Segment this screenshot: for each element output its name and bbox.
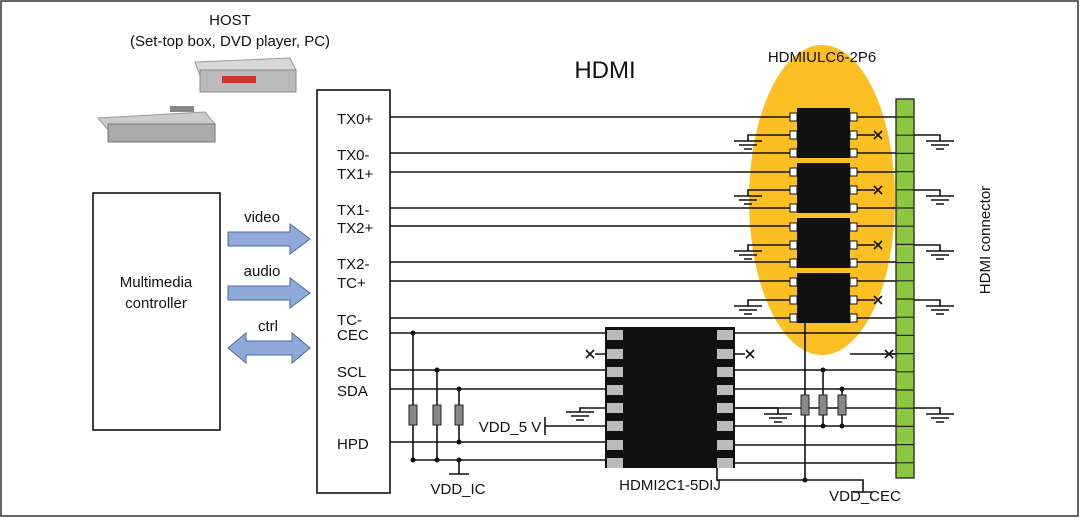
ground-icon <box>926 413 954 423</box>
vdd-cec-label: VDD_CEC <box>829 488 901 505</box>
hdmi-connector-label: HDMI connector <box>977 186 994 294</box>
vdd-ic-label: VDD_IC <box>430 481 485 498</box>
ctrl-label: ctrl <box>258 318 278 335</box>
pullup-resistor <box>837 394 847 416</box>
pullup-resistor <box>432 404 442 426</box>
chip-pin <box>717 421 733 431</box>
host-title: HOST <box>209 12 251 29</box>
ground-icon <box>566 411 594 421</box>
no-connect-icon <box>873 295 883 305</box>
hdmi-connector <box>895 98 915 479</box>
chip-pin <box>607 458 623 468</box>
vdd-5v-label: VDD_5 V <box>479 419 542 436</box>
esd-chip <box>797 218 850 268</box>
ground-icon <box>926 250 954 260</box>
no-connect-icon <box>873 240 883 250</box>
signal-label: TX0- <box>337 147 370 164</box>
host-subtitle: (Set-top box, DVD player, PC) <box>130 33 330 50</box>
controller-label-2: controller <box>125 295 187 312</box>
chip-pin <box>717 385 733 395</box>
esd-chip <box>797 163 850 213</box>
no-connect-icon <box>884 349 894 359</box>
signal-label: TX2+ <box>337 220 374 237</box>
chip-pin <box>607 330 623 340</box>
chip-pin <box>717 440 733 450</box>
chip-pin <box>607 421 623 431</box>
ground-icon <box>734 250 762 260</box>
signal-label: TC+ <box>337 275 366 292</box>
signal-label: TX2- <box>337 256 370 273</box>
multimedia-controller-box <box>92 192 221 431</box>
hdmi-label: HDMI <box>574 57 635 84</box>
no-connect-icon <box>745 349 755 359</box>
ground-icon <box>926 305 954 315</box>
ctrl-arrow <box>227 331 311 365</box>
pullup-resistor <box>800 394 810 416</box>
no-connect-icon <box>873 130 883 140</box>
ground-icon <box>926 195 954 205</box>
ground-icon <box>764 413 792 423</box>
chip-pin <box>717 403 733 413</box>
esd-array-label: HDMIULC6-2P6 <box>768 49 876 66</box>
signal-label: TX0+ <box>337 111 374 128</box>
chip-pin <box>607 385 623 395</box>
signal-label: TX1- <box>337 202 370 219</box>
pullup-resistor <box>818 394 828 416</box>
signal-label: SCL <box>337 364 366 381</box>
chip-pin <box>607 367 623 377</box>
controller-label-1: Multimedia <box>120 274 193 291</box>
chip-pin <box>607 403 623 413</box>
audio-arrow <box>227 277 311 309</box>
chip-pin <box>717 458 733 468</box>
ground-icon <box>734 140 762 150</box>
hdmi2c1-label: HDMI2C1-5DIJ <box>619 477 721 494</box>
audio-label: audio <box>244 263 281 280</box>
chip-pin <box>717 330 733 340</box>
host-interface-box <box>316 89 391 494</box>
chip-pin <box>717 367 733 377</box>
esd-chip <box>797 273 850 323</box>
no-connect-icon <box>873 185 883 195</box>
signal-label: TC- <box>337 312 362 329</box>
pullup-resistor <box>408 404 418 426</box>
no-connect-icon <box>585 349 595 359</box>
ground-icon <box>926 140 954 150</box>
host-devices-picture <box>96 57 297 143</box>
signal-label: CEC <box>337 327 369 344</box>
ground-icon <box>734 195 762 205</box>
hdmi2c1-chip <box>605 327 735 468</box>
ground-icon <box>734 305 762 315</box>
video-label: video <box>244 209 280 226</box>
signal-label: TX1+ <box>337 166 374 183</box>
chip-pin <box>607 349 623 359</box>
chip-pin <box>717 349 733 359</box>
video-arrow <box>227 223 311 255</box>
signal-label: SDA <box>337 383 368 400</box>
esd-chip <box>797 108 850 158</box>
pullup-resistor <box>454 404 464 426</box>
signal-label: HPD <box>337 436 369 453</box>
chip-pin <box>607 440 623 450</box>
